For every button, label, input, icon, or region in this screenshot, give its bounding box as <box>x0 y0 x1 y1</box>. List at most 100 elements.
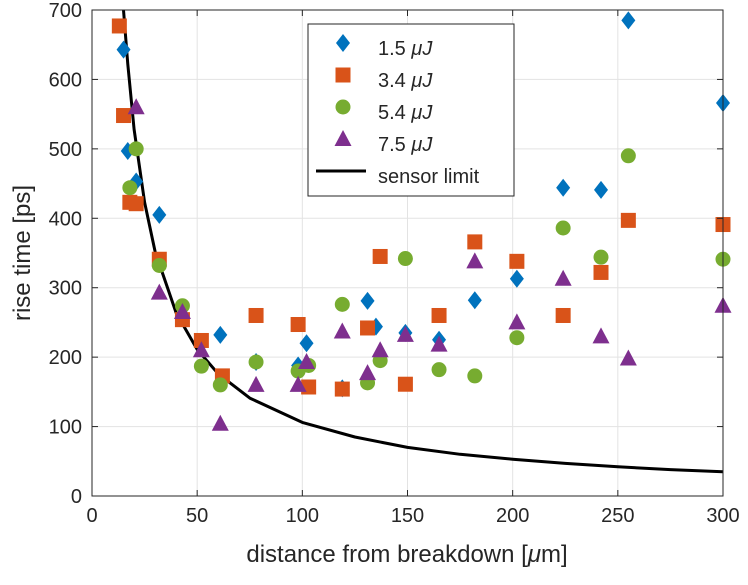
legend: 1.5 μJ 3.4 μJ 5.4 μJ 7.5 μJ sensor limit <box>307 23 515 197</box>
point-7-5-j <box>371 341 389 358</box>
x-tick-label: 150 <box>391 505 424 527</box>
legend-5p4-unit: μJ <box>410 102 433 124</box>
point-7-5-j <box>554 269 572 286</box>
point-7-5-j <box>333 322 351 339</box>
legend-3p4-num: 3.4 <box>378 70 406 92</box>
legend-1p5-unit: μJ <box>410 38 433 60</box>
legend-3p4-unit: μJ <box>410 70 433 92</box>
point-1-5-j <box>213 325 228 344</box>
point-3-4-j <box>334 381 350 397</box>
axis-ticks: 0 50 100 150 200 250 300 0 100 200 300 400 500 600 700 <box>49 0 740 527</box>
point-5-4-j <box>193 358 209 374</box>
point-7-5-j <box>359 364 377 381</box>
x-axis-label-unit: μ <box>527 541 541 568</box>
point-3-4-j <box>116 108 132 124</box>
point-3-4-j <box>193 332 209 348</box>
point-3-4-j <box>360 320 376 336</box>
y-tick-label: 300 <box>49 278 82 300</box>
legend-markers <box>316 34 366 173</box>
point-7-5-j <box>192 341 210 358</box>
legend-label-5p4: 5.4 μJ <box>378 102 433 124</box>
point-7-5-j <box>298 353 316 370</box>
point-1-5-j <box>467 291 482 310</box>
point-5-4-j <box>151 257 167 273</box>
point-1-5-j <box>509 269 524 288</box>
legend-swatch-5-4-j <box>335 99 351 115</box>
point-7-5-j <box>211 414 229 431</box>
point-5-4-j <box>593 249 609 265</box>
point-5-4-j <box>122 180 138 196</box>
legend-7p5-unit: μJ <box>410 134 433 156</box>
point-3-4-j <box>555 307 571 323</box>
point-5-4-j <box>509 330 525 346</box>
y-axis-label: rise time [ps] <box>9 185 36 321</box>
point-5-4-j <box>555 220 571 236</box>
y-tick-label: 400 <box>49 208 82 230</box>
point-5-4-j <box>334 296 350 312</box>
point-3-4-j <box>128 196 144 212</box>
point-3-4-j <box>620 212 636 228</box>
x-axis-label-tail: m] <box>541 541 568 568</box>
legend-7p5-num: 7.5 <box>378 134 406 156</box>
point-7-5-j <box>150 283 168 300</box>
point-7-5-j <box>247 375 265 392</box>
point-3-4-j <box>290 317 306 333</box>
y-tick-label: 600 <box>49 69 82 91</box>
y-tick-label: 100 <box>49 417 82 439</box>
point-7-5-j <box>289 375 307 392</box>
point-1-5-j <box>116 40 131 59</box>
point-5-4-j <box>248 354 264 370</box>
sensor-limit-layer <box>122 10 723 474</box>
y-tick-label: 200 <box>49 347 82 369</box>
legend-swatch-3-4-j <box>335 67 351 83</box>
y-tick-label: 500 <box>49 139 82 161</box>
series-line-sensor-limit <box>122 10 723 474</box>
point-5-4-j <box>397 251 413 267</box>
point-7-5-j <box>466 252 484 269</box>
legend-swatch-7-5-j <box>334 130 352 146</box>
x-tick-label: 50 <box>186 505 208 527</box>
point-7-5-j <box>592 327 610 344</box>
point-3-4-j <box>509 253 525 269</box>
point-3-4-j <box>372 248 388 264</box>
point-7-5-j <box>508 313 526 330</box>
point-1-5-j <box>594 180 609 199</box>
point-3-4-j <box>593 264 609 280</box>
x-tick-label: 100 <box>286 505 319 527</box>
point-1-5-j <box>299 334 314 353</box>
legend-label-7p5: 7.5 μJ <box>378 134 433 156</box>
x-axis-label: distance from breakdown [μm] <box>246 541 567 568</box>
legend-label-sensor-limit: sensor limit <box>378 166 480 188</box>
point-3-4-j <box>397 376 413 392</box>
x-tick-label: 300 <box>706 505 739 527</box>
point-3-4-j <box>431 307 447 323</box>
point-3-4-j <box>467 234 483 250</box>
point-7-5-j <box>430 335 448 352</box>
x-tick-label: 250 <box>601 505 634 527</box>
point-5-4-j <box>128 141 144 157</box>
x-tick-label: 200 <box>496 505 529 527</box>
legend-label-1p5: 1.5 μJ <box>378 38 433 60</box>
point-5-4-j <box>467 368 483 384</box>
point-1-5-j <box>556 178 571 197</box>
point-1-5-j <box>360 291 375 310</box>
point-1-5-j <box>621 11 636 30</box>
legend-swatch-1-5-j <box>336 34 350 52</box>
legend-1p5-num: 1.5 <box>378 38 406 60</box>
point-1-5-j <box>152 205 167 224</box>
point-7-5-j <box>619 349 637 366</box>
point-7-5-j <box>396 325 414 342</box>
point-5-4-j <box>212 377 228 393</box>
legend-box <box>307 23 515 197</box>
point-3-4-j <box>248 307 264 323</box>
x-axis-label-main: distance from breakdown [ <box>246 541 528 568</box>
point-3-4-j <box>111 18 127 34</box>
point-7-5-j <box>173 303 191 320</box>
point-5-4-j <box>431 362 447 378</box>
y-tick-label: 0 <box>71 486 82 508</box>
point-5-4-j <box>620 148 636 164</box>
legend-5p4-num: 5.4 <box>378 102 406 124</box>
point-7-5-j <box>127 98 145 115</box>
legend-label-3p4: 3.4 μJ <box>378 70 433 92</box>
